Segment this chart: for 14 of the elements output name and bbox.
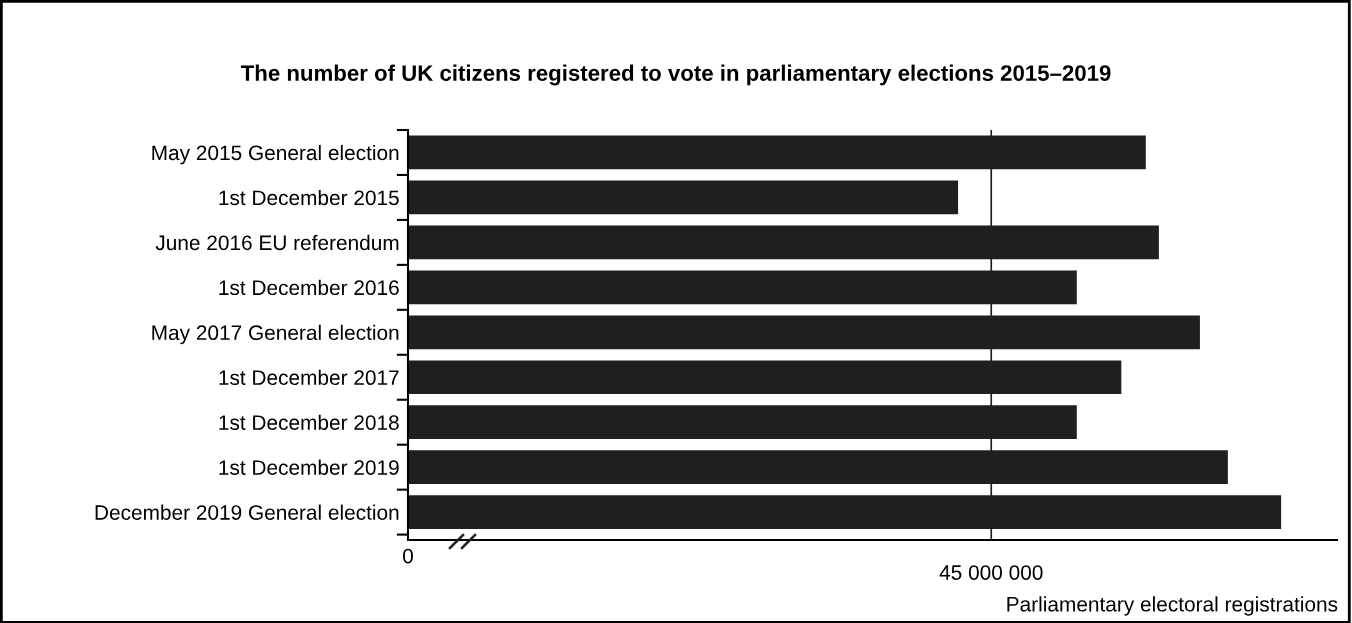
text: 45 000 000	[939, 565, 1043, 580]
y-tick-label: 1st December 2015	[219, 189, 399, 206]
y-tick-label: 1st December 2016	[219, 279, 399, 296]
x-axis-title: Parliamentary electoral registrations	[1007, 596, 1338, 616]
bar	[408, 180, 959, 215]
chart-title: The number of UK citizens registered to vote in parliamentary elections 2015–2019	[240, 64, 1111, 86]
y-tick-label: May 2017 General election	[152, 324, 399, 345]
y-tick-label: 1st December 2018	[219, 414, 399, 430]
y-tick-label: December 2019 General election	[95, 504, 399, 520]
text: 0	[403, 548, 413, 564]
y-tick-label: June 2016 EU referendum	[155, 234, 399, 251]
y-tick-label: 1st December 2017	[219, 369, 399, 386]
y-tick-label: May 2015 General election	[152, 144, 399, 165]
y-tick-label: 1st December 2019	[219, 459, 399, 475]
